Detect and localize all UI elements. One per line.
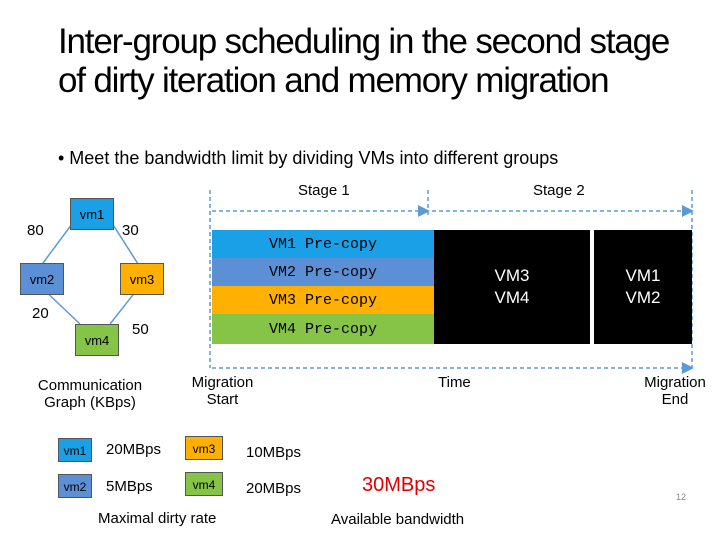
- vm2-precopy-bar: VM2 Pre-copy: [212, 258, 434, 286]
- dirty-rate-caption: Maximal dirty rate: [98, 510, 217, 527]
- stage1-label: Stage 1: [298, 182, 350, 199]
- dirty-vm4-rate: 20MBps: [246, 480, 302, 497]
- dirty-vm2-tag: vm2: [58, 474, 92, 498]
- vm4-precopy-bar: VM4 Pre-copy: [212, 314, 434, 344]
- bullet-point: • Meet the bandwidth limit by dividing V…: [58, 148, 559, 168]
- bandwidth-caption: Available bandwidth: [331, 511, 465, 528]
- slide-title: Inter-group scheduling in the second sta…: [58, 22, 670, 100]
- graph-node-vm4: vm4: [75, 324, 119, 356]
- migration-end-label: Migration End: [644, 374, 706, 408]
- dirty-vm2-rate: 5MBps: [106, 478, 153, 495]
- graph-node-vm1: vm1: [70, 198, 114, 230]
- page-number: 12: [676, 492, 687, 502]
- edge-weight-vm1-vm3: 30: [122, 222, 139, 239]
- migration-start-label: Migration Start: [191, 374, 254, 408]
- dirty-vm1-rate: 20MBps: [106, 441, 162, 458]
- group-vm1-vm2-block: VM1 VM2: [594, 230, 692, 344]
- dirty-vm3-rate: 10MBps: [246, 444, 302, 461]
- edge-weight-vm3-vm4: 50: [132, 321, 149, 338]
- graph-node-vm3: vm3: [120, 263, 164, 295]
- time-label: Time: [438, 374, 471, 391]
- edge-weight-vm1-vm2: 80: [27, 222, 44, 239]
- vm1-precopy-bar: VM1 Pre-copy: [212, 230, 434, 258]
- stage2-label: Stage 2: [533, 182, 585, 199]
- graph-node-vm2: vm2: [20, 263, 64, 295]
- vm3-precopy-bar: VM3 Pre-copy: [212, 286, 434, 314]
- edge-weight-vm2-vm4: 20: [32, 305, 49, 322]
- group-vm3-vm4-block: VM3 VM4: [434, 230, 590, 344]
- dirty-vm1-tag: vm1: [58, 438, 92, 462]
- dirty-vm3-tag: vm3: [185, 436, 223, 460]
- dirty-vm4-tag: vm4: [185, 472, 223, 496]
- bandwidth-value: 30MBps: [362, 474, 436, 496]
- graph-caption: Communication Graph (KBps): [37, 377, 143, 411]
